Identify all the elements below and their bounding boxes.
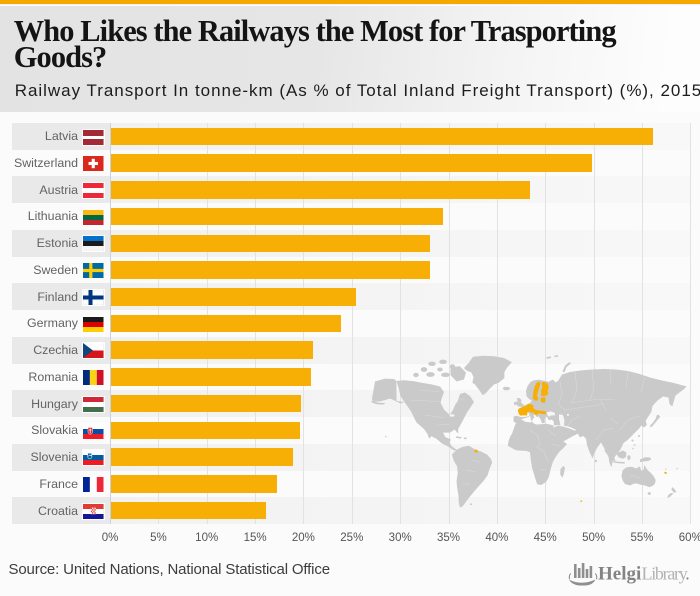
svg-text:Library.: Library. (642, 564, 690, 584)
svg-text:Helgi: Helgi (598, 564, 641, 585)
